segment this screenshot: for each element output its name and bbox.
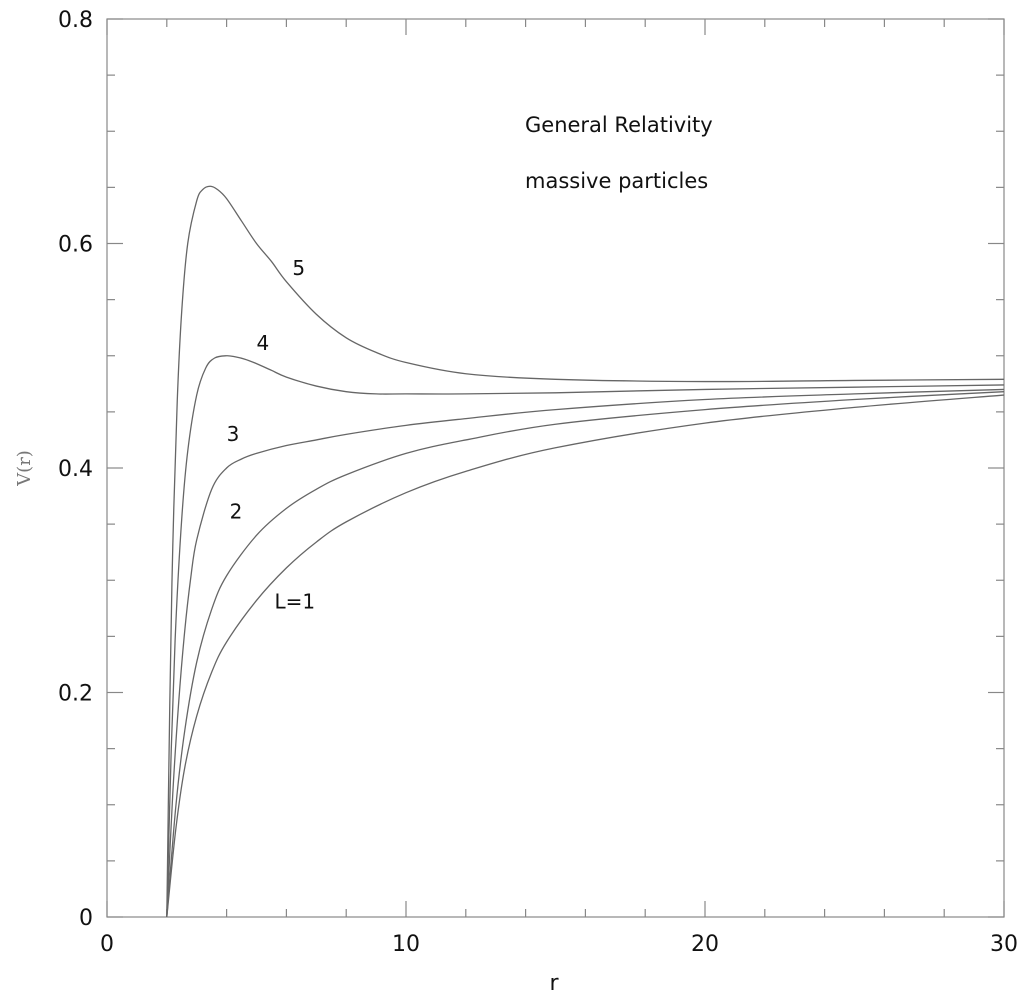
series-line-l-1	[166, 394, 1005, 918]
y-tick-label: 0	[79, 906, 93, 931]
y-axis-label: V(r)	[14, 450, 35, 487]
x-tick-label: 10	[392, 932, 420, 957]
y-tick-label: 0.8	[58, 8, 93, 33]
x-tick-label: 0	[100, 932, 114, 957]
series-label-3: 3	[227, 422, 240, 446]
y-tick-label: 0.2	[58, 682, 93, 707]
y-tick-label: 0.4	[58, 457, 93, 482]
series-label-2: 2	[230, 500, 243, 524]
y-tick-label: 0.6	[58, 233, 93, 258]
labels: 0 10 20 30 0 0.2 0.4 0.6 0.8 L=1 2 3 4 5	[58, 8, 1018, 957]
series-line-4	[166, 355, 1005, 918]
plot-frame-rect	[106, 18, 1005, 918]
series-label-5: 5	[292, 256, 305, 280]
series-line-5	[166, 185, 1005, 918]
series-curves	[166, 185, 1005, 918]
x-tick-label: 30	[990, 932, 1018, 957]
x-tick-label: 20	[691, 932, 719, 957]
axis-ticks	[106, 18, 1005, 918]
series-line-3	[166, 388, 1005, 918]
x-axis-label: r	[549, 971, 559, 995]
series-label-4: 4	[257, 331, 270, 355]
series-line-2	[166, 391, 1005, 918]
annotation-massive-particles: massive particles	[525, 169, 708, 193]
plot-frame	[106, 18, 1005, 918]
series-label-l-1: L=1	[274, 589, 315, 613]
annotation-general-relativity: General Relativity	[525, 113, 713, 137]
